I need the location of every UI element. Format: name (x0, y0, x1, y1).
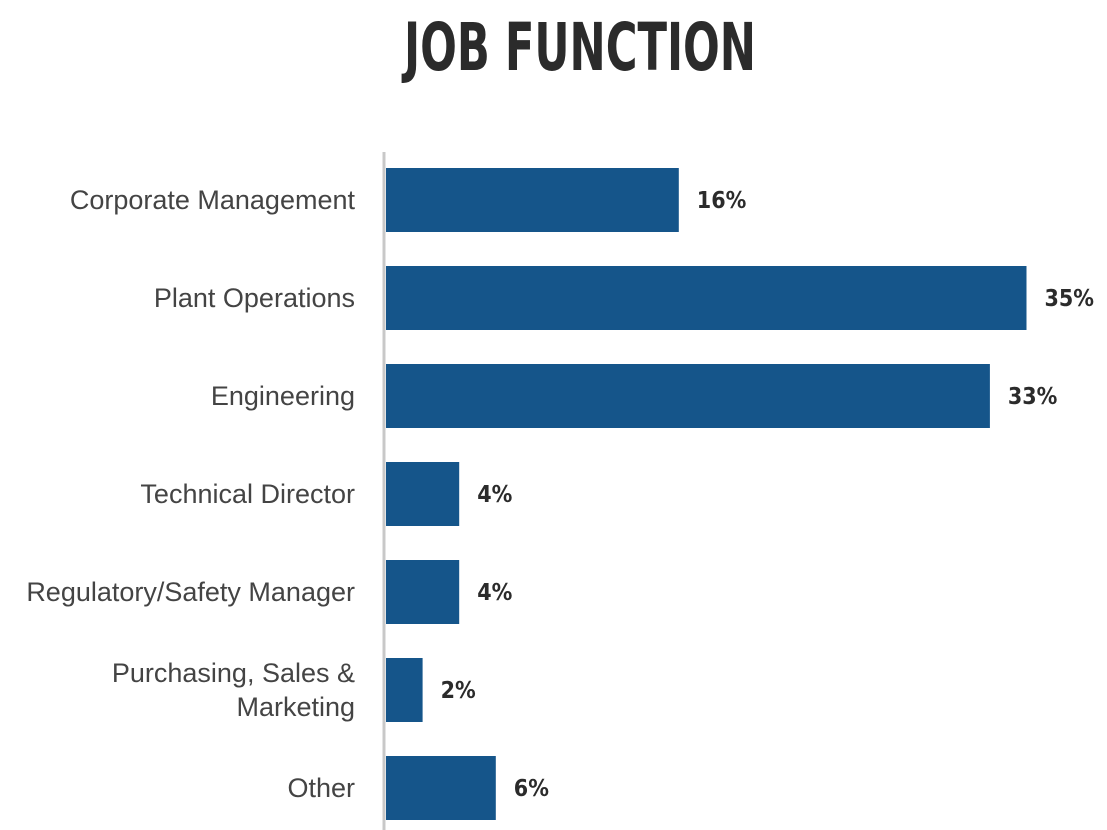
value-label-corporate-management: 16% (697, 188, 747, 214)
value-label-other: 6% (514, 776, 549, 802)
category-label-line: Corporate Management (70, 185, 356, 215)
category-label-regulatory-safety-manager: Regulatory/Safety Manager (26, 577, 355, 607)
category-label-plant-operations: Plant Operations (154, 283, 355, 313)
bar-engineering (386, 364, 990, 428)
bar-purchasing-sales-marketing (386, 658, 423, 722)
bar-regulatory-safety-manager (386, 560, 460, 624)
category-label-line: Marketing (236, 692, 355, 722)
value-label-technical-director: 4% (477, 482, 512, 508)
category-label-purchasing-sales-marketing: Purchasing, Sales & Marketing (112, 658, 355, 722)
value-label-purchasing-sales-marketing: 2% (441, 678, 476, 704)
bar-other (386, 756, 496, 820)
bars-group: Corporate Management 16% Plant Operations 3… (26, 168, 1094, 820)
category-label-line: Regulatory/Safety Manager (26, 577, 355, 607)
category-label-corporate-management: Corporate Management (70, 185, 356, 215)
category-label-line: Purchasing, Sales & (112, 658, 355, 688)
bar-technical-director (386, 462, 460, 526)
chart-title: JOB FUNCTION (401, 9, 756, 86)
category-label-line: Technical Director (140, 479, 355, 509)
value-label-regulatory-safety-manager: 4% (477, 580, 512, 606)
category-label-line: Other (287, 773, 355, 803)
value-label-plant-operations: 35% (1045, 286, 1095, 312)
category-label-other: Other (287, 773, 355, 803)
category-label-line: Plant Operations (154, 283, 355, 313)
category-label-engineering: Engineering (211, 381, 355, 411)
bar-corporate-management (386, 168, 679, 232)
bar-plant-operations (386, 266, 1027, 330)
value-label-engineering: 33% (1008, 384, 1058, 410)
category-label-technical-director: Technical Director (140, 479, 355, 509)
category-label-line: Engineering (211, 381, 355, 411)
